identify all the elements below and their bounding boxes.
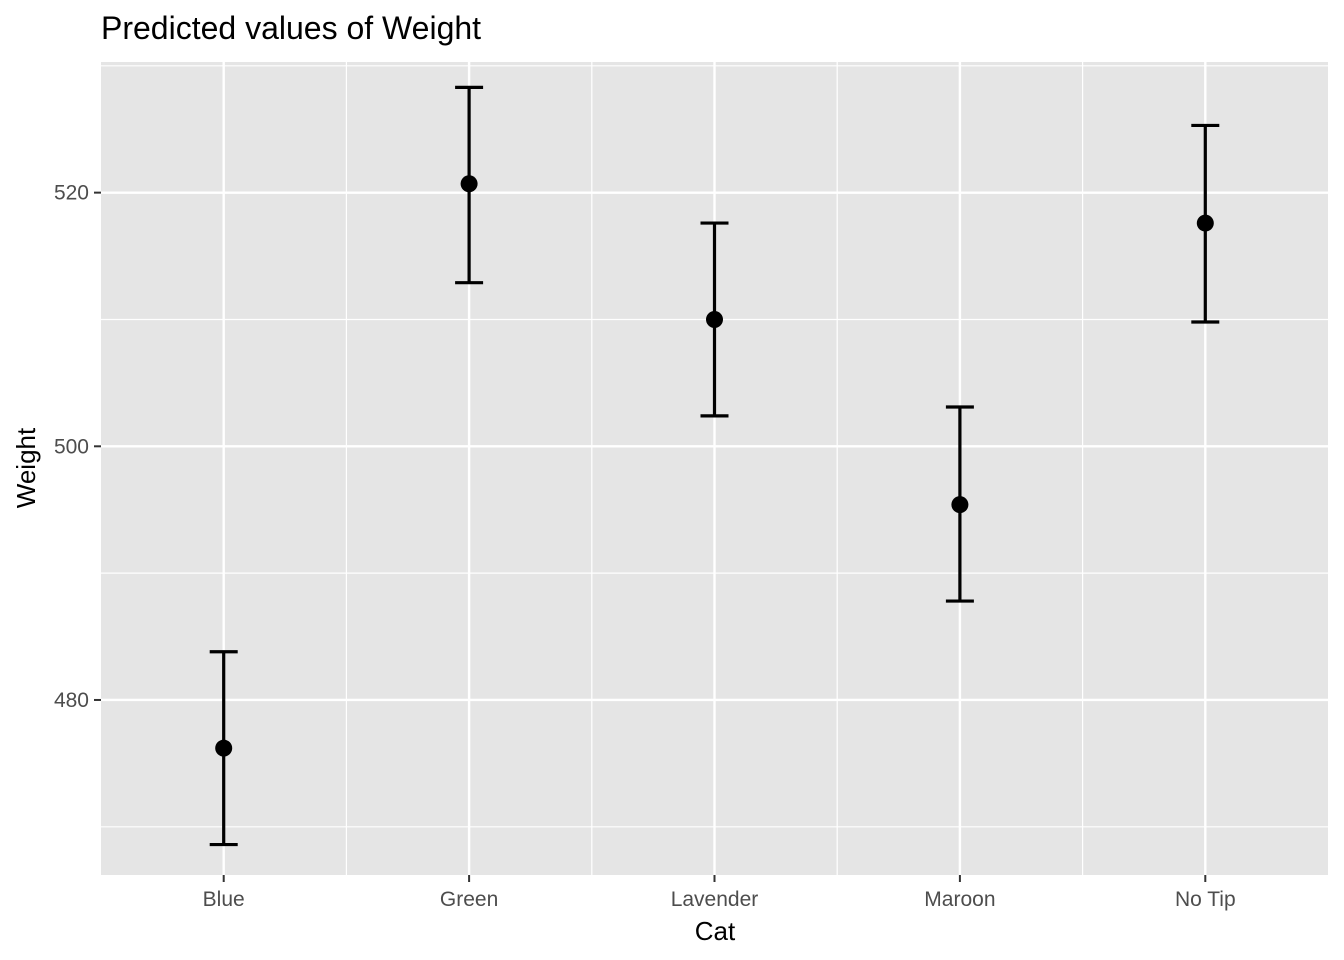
x-tick-label: Green (440, 888, 498, 911)
data-point (706, 310, 723, 328)
data-marks (209, 85, 1220, 847)
y-tick-label: 520 (54, 182, 89, 205)
x-axis-title: Cat (695, 916, 736, 946)
y-tick-label: 500 (54, 435, 89, 458)
x-axis: Blue Green Lavender Maroon No Tip (203, 875, 1236, 911)
y-tick-label: 480 (54, 689, 89, 712)
x-tick-label: Maroon (924, 888, 995, 911)
data-point (460, 175, 478, 193)
y-axis-title: Weight (11, 427, 41, 508)
x-tick-label: No Tip (1175, 888, 1236, 911)
x-tick-label: Lavender (671, 888, 759, 911)
data-point (1196, 214, 1214, 232)
y-axis: 480 500 520 (54, 182, 101, 712)
data-point (951, 496, 969, 514)
x-tick-label: Blue (203, 888, 245, 911)
data-point (215, 739, 233, 757)
chart-title: Predicted values of Weight (101, 10, 481, 46)
